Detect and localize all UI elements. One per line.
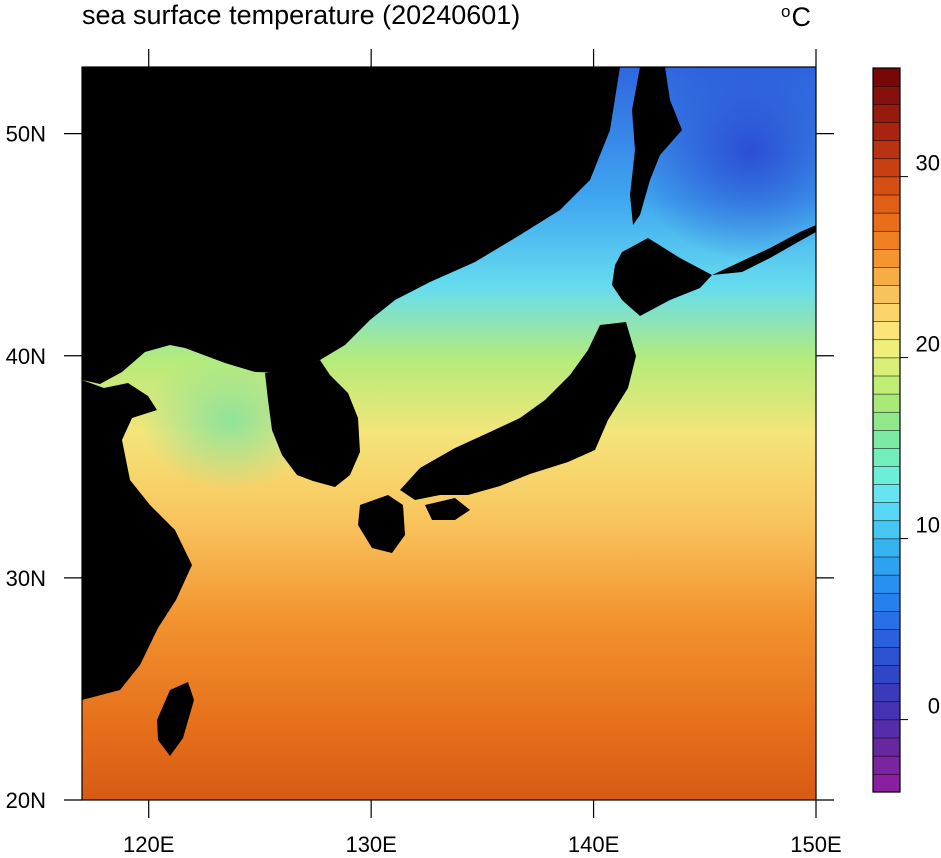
kyushu-island: [358, 495, 405, 553]
korean-peninsula: [265, 360, 360, 487]
colorbar-segment: [872, 447, 901, 467]
colorbar-segment: [872, 140, 901, 160]
lat-tick-label: 30N: [6, 566, 46, 591]
colorbar-segment: [872, 230, 901, 250]
colorbar-segment: [872, 646, 901, 666]
hokkaido-island: [612, 238, 712, 316]
shikoku-island: [425, 498, 470, 520]
lat-tick-label: 50N: [6, 122, 46, 147]
lon-tick-label: 130E: [345, 832, 396, 857]
colorbar-segment: [872, 701, 901, 721]
colorbar-segment: [872, 393, 901, 413]
lon-tick-label: 140E: [568, 832, 619, 857]
colorbar-segment: [872, 158, 901, 178]
colorbar-segment: [872, 357, 901, 377]
colorbar-segment: [872, 194, 901, 214]
colorbar-segment: [872, 85, 901, 105]
colorbar-segment: [872, 773, 901, 793]
colorbar-segment: [872, 284, 901, 304]
colorbar-tick-label: 10: [916, 513, 940, 538]
colorbar-segment: [872, 719, 901, 739]
asian-mainland: [82, 67, 620, 384]
colorbar-segment: [872, 628, 901, 648]
colorbar-segment: [872, 266, 901, 286]
colorbar-segment: [872, 556, 901, 576]
colorbar-tick-label: 0: [928, 694, 940, 719]
colorbar-segment: [872, 755, 901, 775]
colorbar-segment: [872, 321, 901, 341]
colorbar: 0 10 20 30: [872, 67, 940, 793]
lon-tick-label: 120E: [123, 832, 174, 857]
colorbar-segment: [872, 248, 901, 268]
colorbar-segment: [872, 303, 901, 322]
colorbar-segment: [872, 683, 901, 703]
colorbar-segment: [872, 429, 901, 449]
map-title: sea surface temperature (20240601): [82, 0, 521, 30]
colorbar-segment: [872, 665, 901, 684]
map-axes: 120E 130E 140E 150E 20N 30N 40N 50N: [6, 49, 842, 857]
taiwan-island: [157, 682, 194, 756]
lon-tick-label: 150E: [790, 832, 841, 857]
map-frame: [81, 66, 817, 801]
colorbar-segment: [872, 212, 901, 232]
kuril-islands: [712, 225, 816, 275]
colorbar-segment: [872, 103, 901, 123]
colorbar-segment: [872, 67, 901, 87]
degree-symbol: o: [781, 2, 791, 21]
colorbar-segment: [872, 520, 901, 540]
colorbar-tick-label: 30: [916, 151, 940, 176]
colorbar-frame: [872, 67, 901, 793]
map-area: [82, 67, 816, 800]
colorbar-segment: [872, 610, 901, 630]
colorbar-segment: [872, 538, 901, 558]
colorbar-segment: [872, 411, 901, 431]
lat-tick-label: 20N: [6, 788, 46, 813]
colorbar-segment: [872, 737, 901, 757]
colorbar-segment: [872, 592, 901, 612]
colorbar-segment: [872, 339, 901, 359]
land-masses: [82, 67, 816, 756]
unit-letter: C: [791, 2, 811, 32]
honshu-island: [400, 322, 636, 500]
colorbar-segment: [872, 176, 901, 196]
unit-label: oC: [781, 2, 811, 33]
colorbar-tick-label: 20: [916, 332, 940, 357]
china-coast: [82, 380, 192, 700]
sakhalin-island: [630, 67, 682, 225]
colorbar-segment: [872, 574, 901, 594]
colorbar-segment: [872, 484, 901, 503]
colorbar-segment: [872, 375, 901, 395]
colorbar-segment: [872, 465, 901, 485]
lat-tick-label: 40N: [6, 344, 46, 369]
colorbar-segment: [872, 122, 901, 141]
colorbar-segment: [872, 502, 901, 522]
cold-water-okhotsk: [630, 67, 816, 260]
